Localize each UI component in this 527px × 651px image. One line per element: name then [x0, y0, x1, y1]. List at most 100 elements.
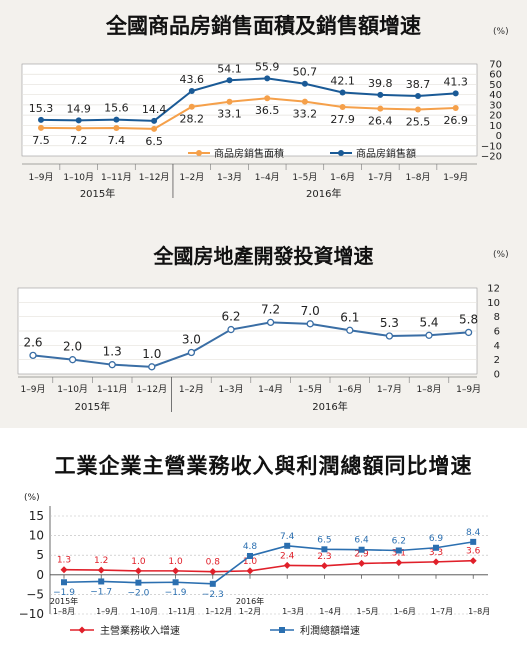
x-tick-label: 1–12月: [139, 172, 170, 183]
y-tick-label: 12: [487, 284, 500, 295]
data-point: [188, 87, 195, 94]
x-tick-label: 1–8月: [53, 607, 75, 616]
y-tick-label: 15: [29, 509, 44, 523]
data-point: [38, 116, 44, 123]
data-point: [266, 318, 275, 327]
data-label: −1.9: [53, 588, 75, 598]
data-point: [151, 117, 158, 124]
unit-label-industry: (%): [24, 493, 40, 503]
data-label: 6.1: [340, 310, 359, 324]
y-tick-label: 50: [489, 80, 502, 91]
data-label: 14.4: [142, 103, 167, 116]
data-label: 33.1: [217, 108, 242, 121]
data-label: 7.0: [301, 304, 320, 318]
data-point: [97, 566, 105, 574]
x-tick-label: 1–9月: [456, 384, 481, 395]
data-label: 54.1: [217, 62, 242, 75]
data-point: [425, 331, 433, 339]
x-tick-prefix: 2015年: [50, 596, 78, 606]
data-label: 15.6: [104, 102, 129, 115]
x-tick-label: 1–9月: [443, 172, 468, 183]
data-point: [469, 557, 477, 565]
data-point: [188, 103, 195, 110]
x-tick-label: 1–7月: [431, 607, 453, 616]
chart-title-sales: 全國商品房銷售面積及銷售額增速: [106, 13, 421, 38]
data-label: 4.8: [243, 542, 258, 552]
y-tick-label: 10: [29, 529, 44, 543]
series-line-0: [63, 559, 474, 573]
series-line-0: [32, 321, 469, 368]
data-label: 1.3: [57, 556, 71, 566]
x-tick-label: 1–9月: [29, 172, 54, 183]
y-tick-label: 20: [489, 111, 502, 122]
data-point: [209, 580, 216, 587]
year-label: 2015年: [75, 400, 110, 413]
data-point: [452, 105, 459, 112]
data-label: 6.9: [429, 534, 444, 544]
legend-marker-1: [338, 150, 344, 156]
data-label: 43.6: [180, 73, 205, 86]
data-label: −1.9: [165, 588, 187, 598]
data-label: 28.2: [180, 113, 205, 126]
data-point: [415, 106, 421, 113]
data-label: 6.5: [145, 135, 163, 148]
chart-panel-sales: 全國商品房銷售面積及銷售額增速 (%) 70 60 50 40 30 20 10 0 −10 −2…: [0, 0, 527, 232]
data-point: [306, 320, 314, 328]
data-point: [113, 124, 120, 131]
data-point: [301, 98, 308, 105]
x-tick-label: 1–10月: [57, 384, 88, 395]
data-label: 15.3: [29, 102, 54, 115]
x-tick-label: 1–5月: [298, 384, 323, 395]
x-tick-label: 1–2月: [179, 384, 204, 395]
data-point: [187, 348, 196, 357]
data-label: 7.4: [108, 134, 126, 147]
year-label: 2016年: [306, 187, 341, 200]
data-point: [98, 578, 105, 585]
data-point: [75, 125, 82, 132]
year-label: 2016年: [312, 400, 347, 413]
data-label: 33.2: [293, 108, 318, 121]
data-point: [464, 328, 473, 337]
data-label: 14.9: [66, 102, 91, 115]
x-tick-label: 1–2月: [239, 607, 261, 616]
data-label: 8.4: [466, 528, 481, 538]
legend-marker-0: [78, 626, 86, 634]
y-tick-label: 6: [494, 327, 500, 338]
data-label: 2.6: [23, 335, 42, 349]
y-tick-label: 70: [489, 60, 502, 71]
data-point: [61, 579, 67, 586]
data-label: 6.5: [317, 535, 331, 545]
legend-label-0: 商品房銷售面積: [214, 147, 284, 160]
data-label: 2.4: [280, 551, 295, 561]
data-point: [172, 579, 179, 586]
data-point: [209, 568, 217, 576]
data-label: 3.1: [392, 549, 406, 559]
data-label: −1.7: [90, 587, 112, 597]
data-point: [60, 566, 68, 574]
data-point: [346, 326, 354, 334]
x-tick-label: 1–5月: [292, 172, 317, 183]
data-point: [284, 542, 291, 549]
data-label: 39.8: [368, 77, 393, 90]
legend-marker-1: [279, 627, 285, 633]
x-tick-label: 1–6月: [337, 384, 362, 395]
y-tick-label: 5: [36, 548, 44, 562]
data-label: 26.4: [368, 115, 393, 128]
x-tick-label: 1–10月: [131, 607, 158, 616]
data-label: 38.7: [406, 78, 431, 91]
data-point: [75, 117, 82, 124]
series-line-1: [40, 77, 456, 122]
chart-panel-investment: 全國房地產開發投資增速 (%) 12 10 8 6 4 2 0 1–9月 1–10月 1–11月 1…: [0, 232, 527, 428]
data-point: [226, 98, 233, 105]
data-point: [301, 80, 308, 87]
data-point: [395, 559, 403, 567]
data-label: 7.2: [70, 134, 88, 147]
x-tick-label: 1–6月: [330, 172, 355, 183]
x-tick-label: 1–12月: [136, 384, 167, 395]
chart-title-investment: 全國房地產開發投資增速: [153, 244, 374, 268]
x-tick-label: 1–8月: [468, 607, 490, 616]
data-label: 1.0: [131, 557, 146, 567]
data-label: 26.9: [443, 114, 468, 127]
data-label: 2.9: [354, 549, 369, 559]
data-label: 1.3: [103, 345, 122, 359]
